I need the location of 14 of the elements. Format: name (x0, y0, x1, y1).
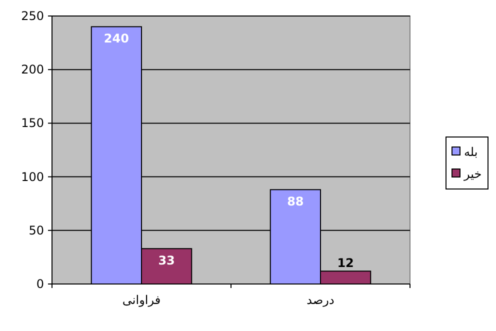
y-tick-label: 50 (28, 223, 44, 238)
y-tick-label: 200 (21, 62, 44, 77)
y-tick-label: 250 (21, 9, 44, 23)
legend-label: بله (464, 145, 478, 159)
x-tick-label: فراوانی (122, 293, 161, 307)
y-tick-label: 0 (36, 277, 44, 291)
data-label: 33 (158, 254, 175, 268)
data-label: 240 (104, 32, 129, 46)
data-label: 12 (337, 256, 354, 270)
y-tick-label: 150 (21, 116, 44, 130)
legend-label: خیر (463, 167, 482, 181)
data-label: 88 (287, 194, 304, 209)
y-tick-label: 100 (21, 170, 44, 184)
x-tick-label: درصد (306, 293, 334, 307)
